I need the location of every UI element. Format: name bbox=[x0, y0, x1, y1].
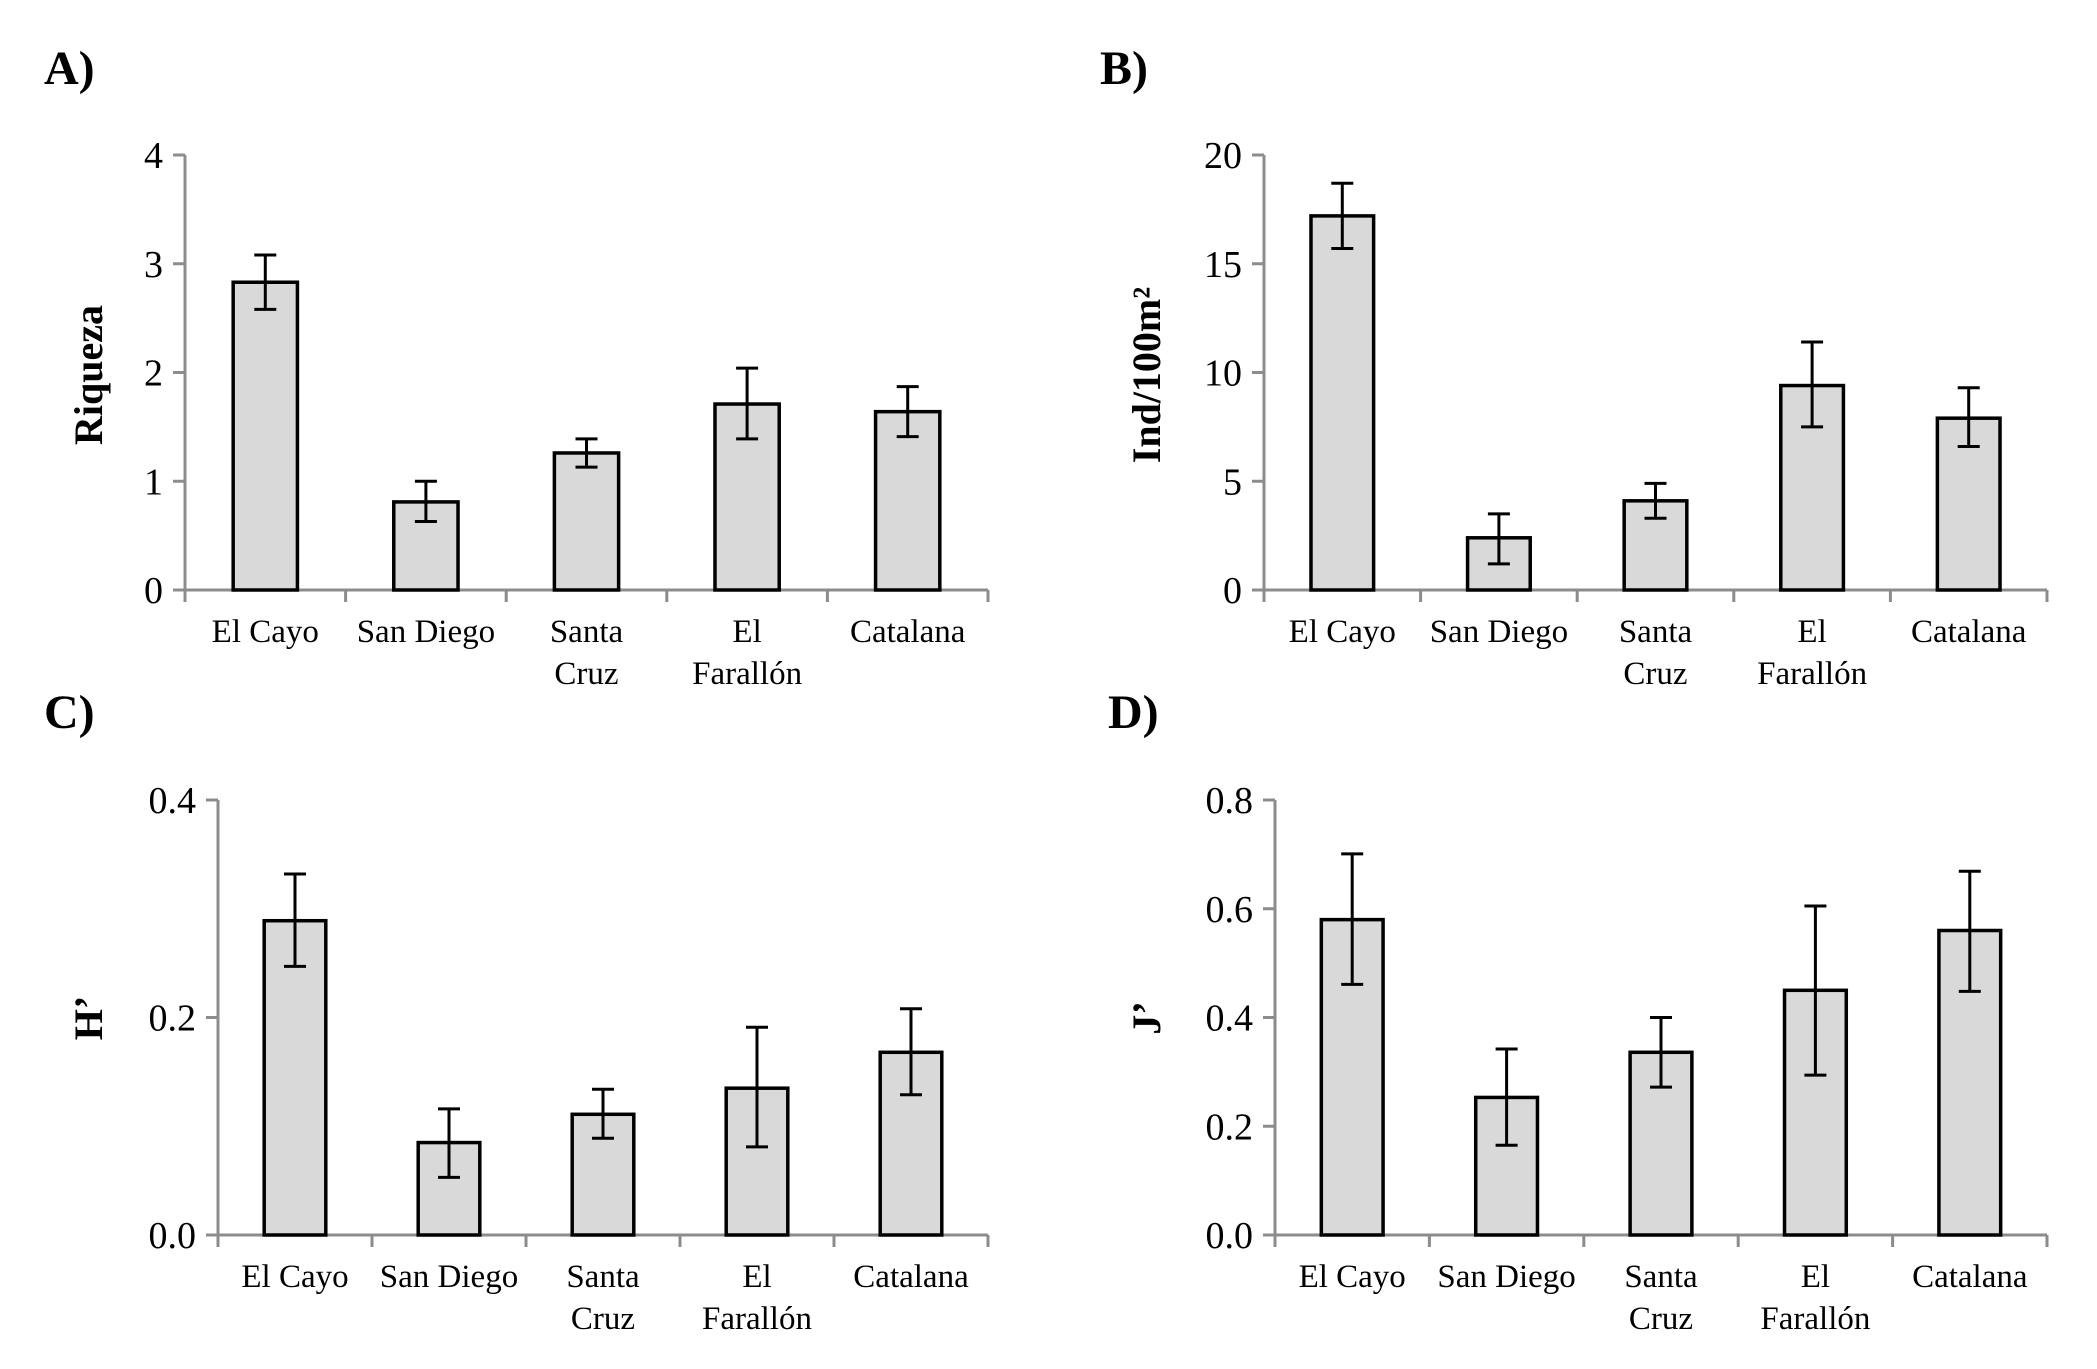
x-category-label: Farallón bbox=[1760, 1301, 1870, 1337]
x-category-label: Farallón bbox=[702, 1301, 812, 1337]
bar bbox=[552, 451, 621, 592]
bar bbox=[262, 918, 328, 1237]
bar bbox=[231, 280, 300, 592]
bar bbox=[1935, 416, 2002, 592]
bar bbox=[1309, 214, 1376, 592]
panel-b-density: B) Ind/100m² 0 5 10 15 20 El Cayo San Diego San… bbox=[1100, 42, 2049, 692]
x-category-label: Cruz bbox=[554, 656, 618, 692]
y-axis-title: Riqueza bbox=[66, 305, 111, 445]
y-tick-label: 0.6 bbox=[1206, 889, 1254, 931]
x-category-label: Cruz bbox=[1623, 656, 1687, 692]
y-tick-label: 0.0 bbox=[149, 1215, 197, 1257]
x-category-label: El Cayo bbox=[1289, 614, 1396, 650]
x-category-label: Catalana bbox=[1911, 614, 2027, 650]
x-category-label: El bbox=[1801, 1259, 1830, 1295]
panel-label: C) bbox=[44, 686, 95, 739]
y-tick-label: 0 bbox=[144, 570, 163, 612]
x-category-label: San Diego bbox=[1430, 614, 1568, 650]
x-category-label: Santa bbox=[1619, 614, 1693, 650]
y-tick-label: 5 bbox=[1223, 461, 1242, 503]
y-axis-title: J’ bbox=[1124, 1001, 1169, 1034]
y-tick-label: 0.4 bbox=[1206, 998, 1254, 1040]
x-category-label: Cruz bbox=[571, 1301, 635, 1337]
x-category-label: El bbox=[732, 614, 761, 650]
x-category-label: El bbox=[742, 1259, 771, 1295]
x-category-label: El Cayo bbox=[1299, 1259, 1406, 1295]
x-category-label: San Diego bbox=[357, 614, 495, 650]
x-category-label: San Diego bbox=[1437, 1259, 1575, 1295]
x-category-label: Catalana bbox=[853, 1259, 969, 1295]
y-tick-label: 0.4 bbox=[149, 780, 197, 822]
panel-label: A) bbox=[44, 42, 95, 95]
x-category-label: Farallón bbox=[1757, 656, 1867, 692]
y-tick-label: 0.2 bbox=[149, 998, 197, 1040]
y-tick-label: 15 bbox=[1204, 244, 1242, 286]
panel-d-evenness: D) J’ 0.0 0.2 0.4 0.6 0.8 El Cayo San Diego San… bbox=[1108, 686, 2049, 1337]
x-category-label: San Diego bbox=[380, 1259, 518, 1295]
x-category-label: Farallón bbox=[692, 656, 802, 692]
y-tick-label: 4 bbox=[144, 135, 163, 177]
y-tick-label: 0.0 bbox=[1206, 1215, 1254, 1257]
x-category-label: Catalana bbox=[1912, 1259, 2028, 1295]
y-tick-label: 0.2 bbox=[1206, 1106, 1254, 1148]
x-category-label: El Cayo bbox=[212, 614, 319, 650]
y-tick-label: 0.8 bbox=[1206, 780, 1254, 822]
x-category-label: Santa bbox=[566, 1259, 640, 1295]
panel-c-shannon: C) H’ 0.0 0.2 0.4 El Cayo San Diego Santa Cruz… bbox=[44, 686, 990, 1337]
y-axis-title: Ind/100m² bbox=[1124, 287, 1169, 463]
panel-label: D) bbox=[1108, 686, 1159, 739]
y-tick-label: 1 bbox=[144, 461, 163, 503]
y-tick-label: 20 bbox=[1204, 135, 1242, 177]
panel-label: B) bbox=[1100, 42, 1148, 95]
x-category-label: Santa bbox=[1624, 1259, 1698, 1295]
x-category-label: Catalana bbox=[850, 614, 966, 650]
x-category-label: El bbox=[1797, 614, 1826, 650]
y-tick-label: 0 bbox=[1223, 570, 1242, 612]
bar bbox=[873, 409, 942, 592]
panel-a-richness: A) Riqueza 0 1 2 3 4 El Cayo San Diego Santa Cru… bbox=[44, 42, 990, 692]
bar bbox=[392, 500, 460, 592]
x-category-label: Cruz bbox=[1629, 1301, 1693, 1337]
x-category-label: Santa bbox=[550, 614, 624, 650]
y-axis-title: H’ bbox=[66, 996, 111, 1040]
y-tick-label: 3 bbox=[144, 244, 163, 286]
y-tick-label: 10 bbox=[1204, 353, 1242, 395]
x-category-label: El Cayo bbox=[241, 1259, 348, 1295]
y-tick-label: 2 bbox=[144, 353, 163, 395]
